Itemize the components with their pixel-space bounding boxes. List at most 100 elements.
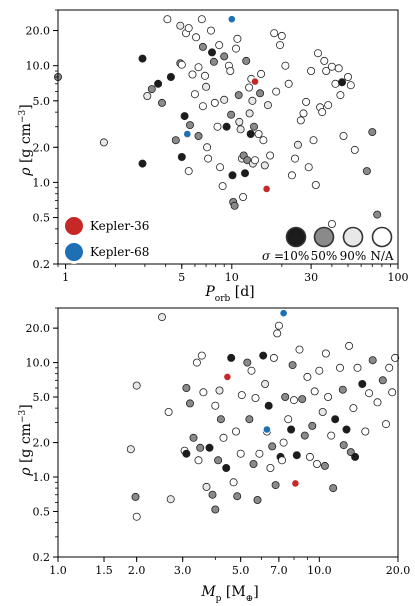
p2-ytick-label: 10.0 <box>26 357 51 370</box>
p1-point <box>236 125 245 134</box>
p2-point <box>215 386 224 395</box>
p1-point <box>188 70 197 79</box>
p1-point <box>138 159 147 168</box>
p2-point <box>287 425 296 434</box>
p2-point <box>182 449 191 458</box>
p2-ytick-label: 20.0 <box>26 322 51 335</box>
p2-highlight-points <box>223 308 300 488</box>
p1-point <box>309 136 318 145</box>
p2-point <box>312 459 321 468</box>
p2-point <box>288 361 297 370</box>
p2-point <box>349 404 358 413</box>
p1-point <box>327 62 336 71</box>
p1-point <box>203 143 212 152</box>
p2-xtick-label: 2.0 <box>128 564 146 577</box>
p1-point <box>194 63 203 72</box>
legend-kepler36-label: Kepler-36 <box>90 219 149 233</box>
p2-point <box>351 452 360 461</box>
p2-point <box>233 492 242 501</box>
p1-point <box>254 129 263 138</box>
p2-xlabel: Mp [M⊕] <box>200 584 258 604</box>
p2-point <box>157 313 166 322</box>
p2-xtick-label: 1.0 <box>49 564 67 577</box>
p2-point <box>284 415 293 424</box>
p1-point <box>204 154 213 163</box>
p1-point <box>171 136 180 145</box>
p1-point <box>180 112 189 121</box>
p2-point <box>261 379 270 388</box>
p2-point <box>268 442 277 451</box>
p1-ytick-label: 5.0 <box>33 95 51 108</box>
p1-xtick-label: 1 <box>62 271 69 284</box>
legend-kepler36: Kepler-36 <box>62 214 149 238</box>
p2-axes: 1.0 1.5 2.0 3.0 5.0 7.0 10.0 20.0 0.2 0.5 1.0 2.0 5.… <box>26 307 410 577</box>
p1-point <box>287 171 296 180</box>
p1-points <box>54 15 382 228</box>
p2-point <box>361 427 370 436</box>
p1-point <box>248 96 257 105</box>
p1-ytick-label: 0.5 <box>33 212 51 225</box>
p2-point <box>329 484 338 493</box>
p1-point <box>299 109 308 118</box>
p1-highlight-kepler-36 <box>250 77 260 86</box>
p2-point <box>229 478 238 487</box>
p2-point <box>132 512 141 521</box>
p1-point <box>220 52 229 61</box>
p2-point <box>324 392 333 401</box>
p1-point <box>194 131 203 140</box>
p2-point <box>194 456 203 465</box>
p2-highlight-kepler-68 <box>262 425 272 434</box>
p2-point <box>249 459 258 468</box>
p1-highlight-kepler-36 <box>262 184 271 194</box>
sigma-label-3: N/A <box>370 249 394 263</box>
p2-point <box>305 452 314 461</box>
p2-point <box>300 431 309 440</box>
p2-point <box>208 490 217 499</box>
p1-point <box>202 82 211 91</box>
p1-point <box>272 87 281 96</box>
p1-point <box>228 171 237 180</box>
sigma-marker-1 <box>313 226 335 248</box>
p2-point <box>269 353 278 362</box>
p2-point <box>274 321 283 330</box>
p1-point <box>240 169 249 178</box>
p2-point <box>295 345 304 354</box>
p1-point <box>184 24 193 33</box>
p1-xtick-label: 10 <box>225 271 239 284</box>
p1-point <box>343 73 352 82</box>
p2-point <box>205 443 214 452</box>
p1-point <box>302 97 311 106</box>
p1-highlight-points <box>183 14 271 194</box>
p1-point <box>197 15 206 24</box>
p1-point <box>250 156 259 165</box>
p1-point <box>99 138 108 147</box>
p2-point <box>365 389 374 398</box>
p2-point <box>251 393 260 402</box>
p2-point <box>303 372 312 381</box>
p2-point <box>331 415 340 424</box>
p2-point <box>391 353 400 362</box>
legend-kepler68-label: Kepler-68 <box>90 245 149 259</box>
p2-ylabel: ρ [g cm−3] <box>18 404 34 476</box>
p1-point <box>256 89 265 98</box>
p1-point <box>166 73 175 82</box>
p2-point <box>315 366 324 375</box>
p2-point <box>199 388 208 397</box>
p2-point <box>339 441 348 450</box>
p2-point <box>345 341 354 350</box>
p2-point <box>385 363 394 372</box>
p2-xtick-label: 3.0 <box>174 564 192 577</box>
sigma-label-prefix: σ = <box>262 249 284 263</box>
p1-point <box>266 151 275 160</box>
p1-ytick-label: 0.2 <box>33 258 51 271</box>
p1-point <box>293 140 302 149</box>
p2-point <box>289 396 298 405</box>
p1-point <box>245 109 254 118</box>
p2-point <box>327 431 336 440</box>
p1-point <box>331 79 340 88</box>
p2-point <box>378 376 387 385</box>
p2-point <box>219 433 228 442</box>
p1-point <box>207 48 216 57</box>
p1-point <box>215 41 224 50</box>
p2-point <box>277 456 286 465</box>
